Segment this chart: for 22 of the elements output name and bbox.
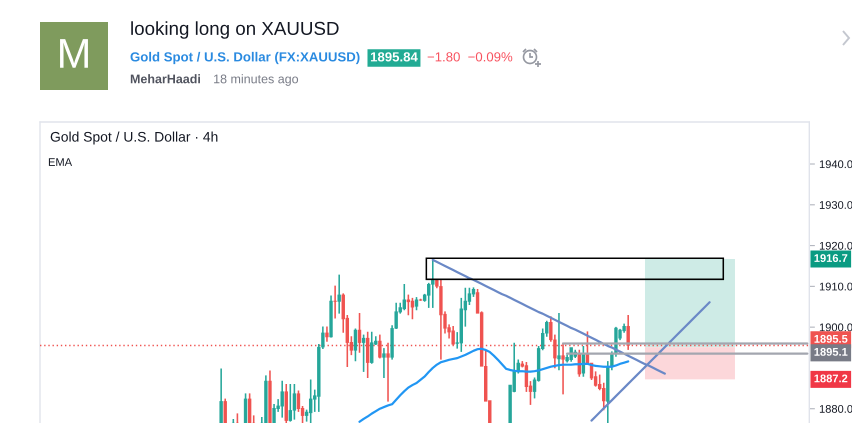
text: M — [60, 39, 88, 68]
chart-title: looking long on XAUUSD — [131, 21, 339, 39]
text: 18 minutes ago — [214, 74, 298, 86]
text: −0.09% — [468, 52, 512, 62]
text: 1887.2 — [814, 374, 848, 382]
candlestick — [236, 413, 240, 423]
chart-subtitle: Gold Spot / U.S. Dollar (FX:XAUUSD) — [130, 52, 360, 64]
annotation: Gold Spot / U.S. Dollar · 4h — [50, 132, 218, 144]
ref-line-label: 1895.5 — [814, 334, 848, 343]
candlestick — [410, 298, 414, 320]
annotation: EMA — [48, 158, 72, 166]
candlestick — [333, 286, 337, 318]
line-series — [358, 348, 630, 423]
candlestick — [325, 326, 329, 342]
candlestick — [557, 313, 561, 370]
text: −1.80 — [428, 52, 460, 62]
text: MeharHaadi — [130, 74, 200, 84]
candlestick — [382, 348, 386, 378]
text: 1895.84 — [370, 52, 418, 62]
text: 1916.7 — [814, 254, 848, 262]
text: 1895.1 — [814, 348, 848, 356]
candlestick — [439, 280, 443, 360]
